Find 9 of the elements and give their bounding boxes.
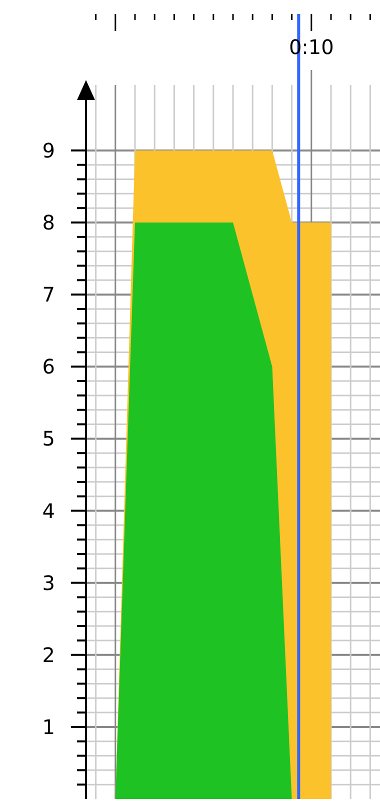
y-tick-label: 9: [42, 138, 55, 162]
y-tick-label: 8: [42, 210, 55, 235]
y-tick-label: 5: [42, 426, 55, 451]
y-tick-label: 4: [42, 498, 55, 523]
y-tick-label: 3: [42, 570, 55, 595]
y-tick-label: 1: [42, 714, 55, 739]
y-tick-label: 6: [42, 354, 55, 379]
y-tick-label: 2: [42, 642, 55, 667]
y-tick-label: 7: [42, 282, 55, 307]
